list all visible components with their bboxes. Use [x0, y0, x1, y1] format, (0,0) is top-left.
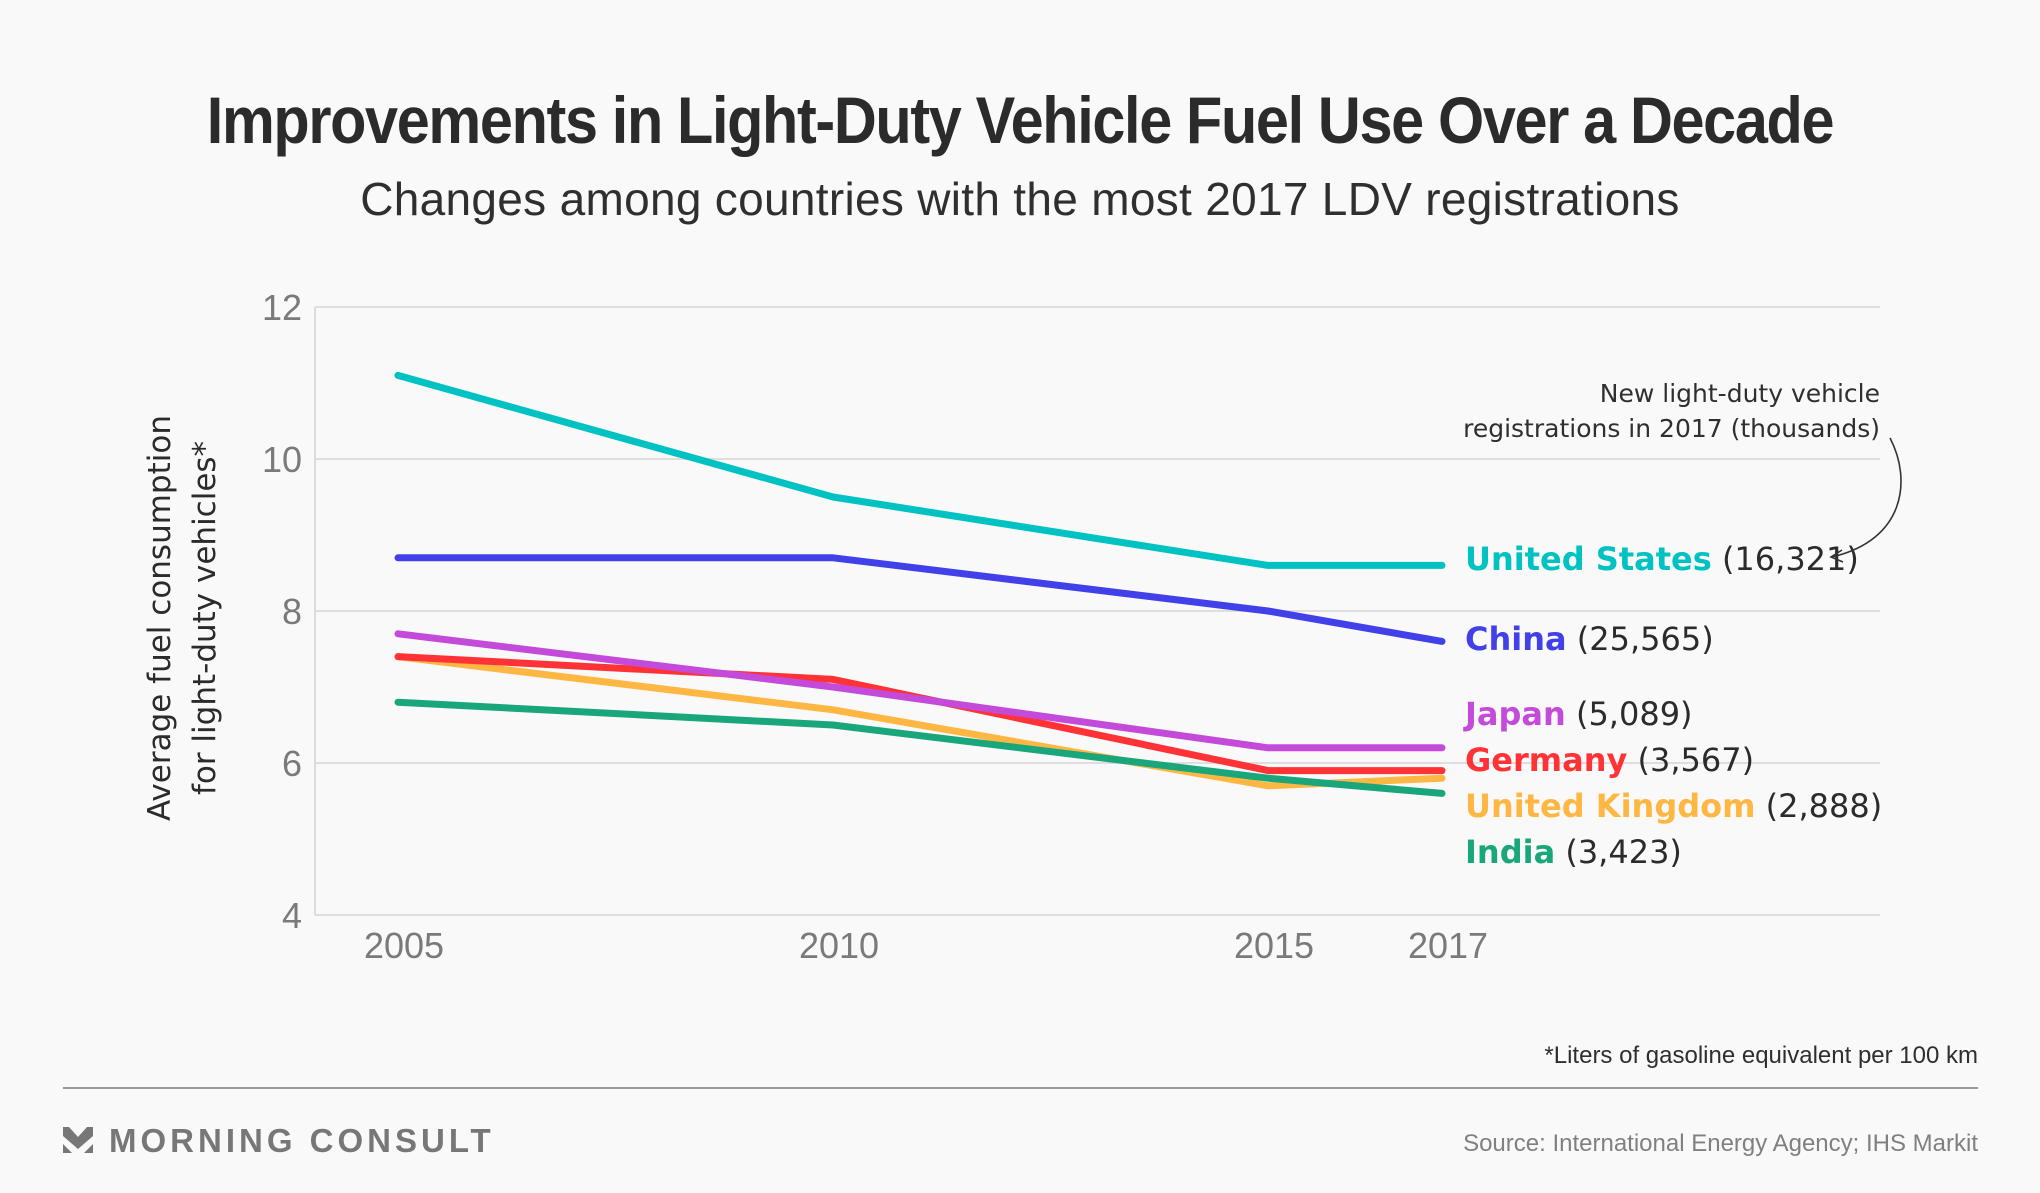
series-label-india: India (3,423): [1465, 833, 1682, 871]
series-label-name: India: [1465, 833, 1555, 871]
y-tick-label: 10: [262, 439, 302, 480]
series-label-name: United States: [1465, 540, 1712, 578]
annotation-line-2: registrations in 2017 (thousands): [1463, 414, 1880, 443]
annotation: New light-duty vehicle registrations in …: [1463, 379, 1902, 563]
series-line-china: [394, 554, 1446, 645]
gridlines: [315, 306, 1880, 916]
footer-divider: [63, 1087, 1978, 1089]
annotation-arrowhead-icon: [1829, 549, 1844, 563]
series-line-germany: [394, 653, 1446, 775]
x-tick-label: 2017: [1408, 925, 1488, 966]
x-tick-label: 2010: [799, 925, 879, 966]
series-line-india: [394, 698, 1446, 797]
annotation-line-1: New light-duty vehicle: [1600, 379, 1880, 408]
series-line-japan: [394, 630, 1446, 752]
source-note: Source: International Energy Agency; IHS…: [1463, 1130, 1978, 1157]
series-label-name: China: [1465, 620, 1567, 658]
annotation-arrow: [1831, 437, 1902, 558]
series-label-registrations: (3,423): [1555, 833, 1682, 871]
x-axis-ticks: 2005 2010 2015 2017: [364, 925, 1488, 966]
x-tick-label: 2015: [1234, 925, 1314, 966]
brand-name: MORNING CONSULT: [109, 1122, 495, 1159]
footnote: *Liters of gasoline equivalent per 100 k…: [1544, 1042, 1978, 1069]
series-label-registrations: (25,565): [1567, 620, 1714, 658]
series-label-registrations: (2,888): [1755, 787, 1882, 825]
series-lines: [394, 371, 1446, 797]
x-tick-label: 2005: [364, 925, 444, 966]
series-label-registrations: (5,089): [1566, 695, 1693, 733]
y-axis-label-line-2: for light-duty vehicles*: [187, 441, 223, 795]
y-axis-label-line-1: Average fuel consumption: [142, 415, 178, 821]
brand-logo: MORNING CONSULT: [63, 1122, 495, 1160]
y-axis-label: Average fuel consumption for light-duty …: [142, 415, 223, 821]
series-label-registrations: (3,567): [1627, 741, 1754, 779]
series-label-united-states: United States (16,321): [1465, 540, 1859, 578]
y-tick-label: 6: [282, 743, 302, 784]
y-axis-ticks: 4 6 8 10 12: [262, 287, 302, 936]
chart-subtitle: Changes among countries with the most 20…: [360, 173, 1680, 225]
series-line-united-kingdom: [394, 653, 1446, 790]
series-line-united-states: [394, 371, 1446, 569]
y-tick-label: 4: [282, 895, 302, 936]
y-tick-label: 12: [262, 287, 302, 328]
series-label-name: United Kingdom: [1465, 787, 1755, 825]
series-label-name: Japan: [1463, 695, 1566, 733]
series-label-germany: Germany (3,567): [1465, 741, 1754, 779]
series-labels: United States (16,321)China (25,565)Japa…: [1463, 540, 1882, 871]
morning-consult-logo-icon: [63, 1127, 93, 1153]
series-label-name: Germany: [1465, 741, 1627, 779]
y-tick-label: 8: [282, 591, 302, 632]
series-label-china: China (25,565): [1465, 620, 1714, 658]
series-label-united-kingdom: United Kingdom (2,888): [1465, 787, 1882, 825]
series-label-japan: Japan (5,089): [1463, 695, 1693, 733]
chart-title: Improvements in Light-Duty Vehicle Fuel …: [206, 83, 1835, 157]
